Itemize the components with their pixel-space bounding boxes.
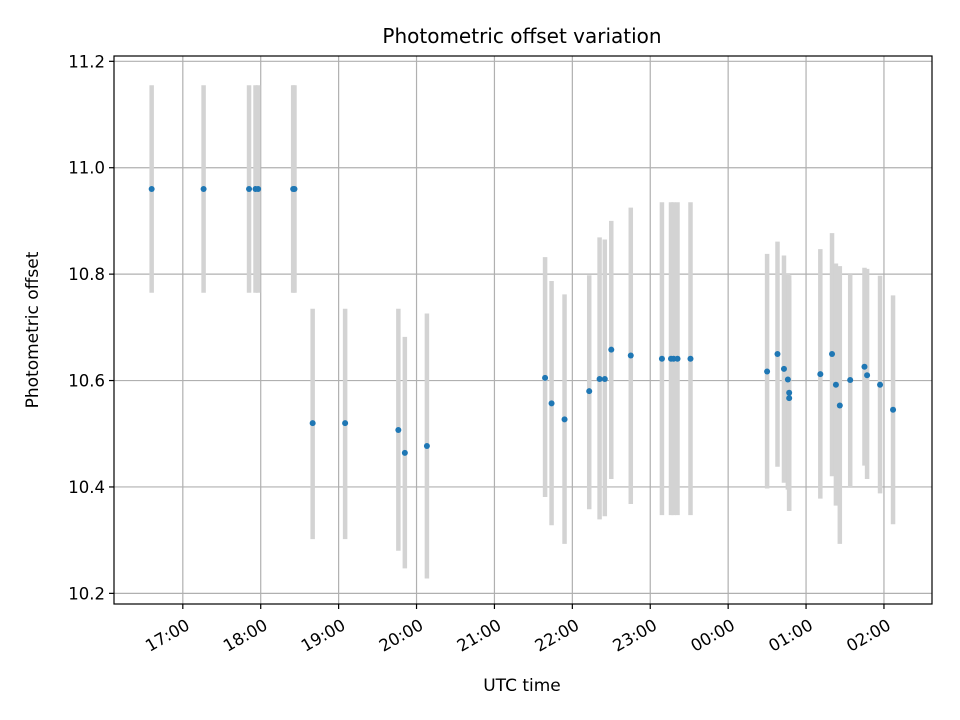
data-point <box>687 355 694 362</box>
data-point <box>786 395 793 402</box>
data-point <box>817 371 824 378</box>
data-point <box>291 186 298 193</box>
data-point <box>423 442 430 449</box>
y-tick-label: 10.6 <box>68 372 105 391</box>
data-point <box>309 420 316 427</box>
data-points <box>148 186 897 456</box>
data-point <box>877 381 884 388</box>
data-point <box>627 352 634 359</box>
data-point <box>586 388 593 395</box>
data-point <box>890 406 897 413</box>
data-point <box>342 420 349 427</box>
data-point <box>658 355 665 362</box>
plot-frame <box>113 55 933 605</box>
data-point <box>847 377 854 384</box>
data-point <box>255 186 262 193</box>
chart-title: Photometric offset variation <box>382 24 661 48</box>
data-point <box>829 350 836 357</box>
y-tick-label: 11.2 <box>68 52 105 71</box>
data-point <box>674 355 681 362</box>
data-point <box>542 374 549 381</box>
data-point <box>548 400 555 407</box>
data-point <box>395 427 402 434</box>
data-point <box>596 375 603 382</box>
y-tick-label: 11.0 <box>68 159 105 178</box>
data-point <box>608 346 615 353</box>
grid <box>114 56 932 604</box>
data-point <box>246 186 253 193</box>
data-point <box>561 416 568 423</box>
data-point <box>401 449 408 456</box>
y-tick-label: 10.2 <box>68 584 105 603</box>
data-point <box>148 186 155 193</box>
y-axis-label: Photometric offset <box>23 251 43 408</box>
data-point <box>864 372 871 379</box>
data-point <box>764 368 771 375</box>
y-tick-label: 10.4 <box>68 478 105 497</box>
data-point <box>861 363 868 370</box>
data-point <box>784 376 791 383</box>
x-axis-label: UTC time <box>483 676 561 696</box>
data-point <box>832 381 839 388</box>
data-point <box>786 389 793 396</box>
y-axis-ticks: 10.2 10.4 10.6 10.8 11.0 11.2 <box>68 52 114 603</box>
data-point <box>200 186 207 193</box>
data-point <box>601 375 608 382</box>
data-point <box>836 402 843 409</box>
y-tick-label: 10.8 <box>68 265 105 284</box>
data-point <box>774 350 781 357</box>
data-point <box>780 365 787 372</box>
